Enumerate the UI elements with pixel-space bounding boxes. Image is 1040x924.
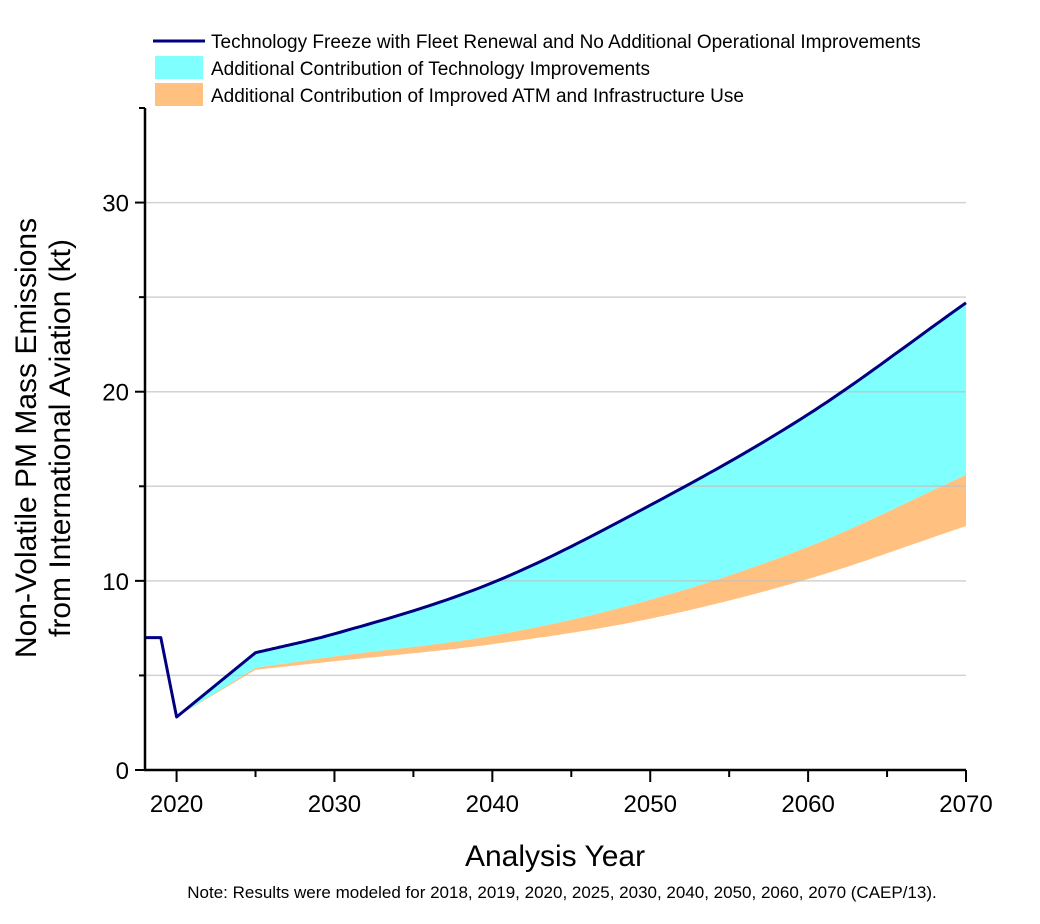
area-bands: [176, 302, 967, 717]
x-tick-label: 2070: [939, 791, 992, 818]
legend: Technology Freeze with Fleet Renewal and…: [153, 32, 921, 107]
x-tick-label: 2020: [150, 791, 203, 818]
y-axis-title-line-2: from International Aviation (kt): [44, 239, 77, 637]
x-tick-label: 2040: [466, 791, 519, 818]
footnote: Note: Results were modeled for 2018, 201…: [187, 883, 936, 902]
line-technology-freeze: [145, 301, 967, 719]
x-tick-label: 2030: [308, 791, 361, 818]
y-tick-label: 30: [102, 191, 129, 218]
x-axis-title: Analysis Year: [465, 840, 645, 873]
x-tick-label: 2060: [781, 791, 834, 818]
band-technology-improvements: [176, 302, 967, 717]
y-tick-label: 10: [102, 569, 129, 596]
band-atm-infrastructure: [176, 474, 967, 717]
axes: [135, 107, 967, 782]
legend-label-tech-improvements: Additional Contribution of Technology Im…: [211, 59, 650, 80]
y-axis-title-line-1: Non-Volatile PM Mass Emissions: [10, 218, 43, 658]
legend-label-atm: Additional Contribution of Improved ATM …: [211, 86, 744, 107]
gridlines-overlay: [145, 201, 966, 677]
y-axis-title: Non-Volatile PM Mass Emissions from Inte…: [10, 218, 77, 658]
legend-swatch-tech-improvements: [155, 56, 203, 79]
legend-label-tech-freeze: Technology Freeze with Fleet Renewal and…: [211, 32, 921, 53]
y-tick-label: 0: [116, 758, 129, 785]
legend-swatch-atm: [155, 83, 203, 106]
y-tick-label: 20: [102, 380, 129, 407]
x-tick-label: 2050: [624, 791, 677, 818]
series-lines: [145, 301, 967, 719]
